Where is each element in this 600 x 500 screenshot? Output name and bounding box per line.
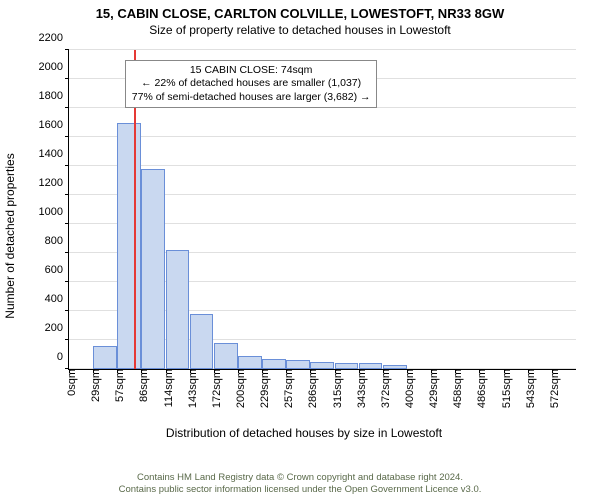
page-title: 15, CABIN CLOSE, CARLTON COLVILLE, LOWES… <box>0 0 600 21</box>
ytick-label: 600 <box>45 264 69 276</box>
xtick-label: 200sqm <box>229 369 247 408</box>
xtick-label: 0sqm <box>60 369 78 396</box>
page-subtitle: Size of property relative to detached ho… <box>0 21 600 37</box>
ytick-label: 0 <box>57 351 69 363</box>
ytick-mark <box>65 252 69 253</box>
ytick-label: 1000 <box>39 206 69 218</box>
xtick-label: 229sqm <box>253 369 271 408</box>
chart-area: Number of detached properties 0200400600… <box>24 46 584 426</box>
histogram-bar <box>166 250 190 369</box>
ytick-mark <box>65 339 69 340</box>
xtick-label: 343sqm <box>350 369 368 408</box>
ytick-label: 1800 <box>39 90 69 102</box>
footer-attribution: Contains HM Land Registry data © Crown c… <box>0 472 600 496</box>
xtick-label: 400sqm <box>398 369 416 408</box>
ytick-mark <box>65 165 69 166</box>
annotation-box: 15 CABIN CLOSE: 74sqm ← 22% of detached … <box>125 60 378 109</box>
ytick-mark <box>65 281 69 282</box>
xtick-label: 114sqm <box>157 369 175 407</box>
histogram-bar <box>190 314 214 369</box>
ytick-mark <box>65 107 69 108</box>
annotation-line-2: ← 22% of detached houses are smaller (1,… <box>132 77 371 91</box>
gridline-h <box>69 49 576 50</box>
ytick-mark <box>65 136 69 137</box>
ytick-label: 2000 <box>39 61 69 73</box>
histogram-bar <box>310 362 334 369</box>
ytick-mark <box>65 194 69 195</box>
xtick-label: 57sqm <box>108 369 126 402</box>
plot-region: 0200400600800100012001400160018002000220… <box>68 50 576 370</box>
ytick-label: 1200 <box>39 177 69 189</box>
xtick-label: 458sqm <box>446 369 464 408</box>
xtick-label: 286sqm <box>301 369 319 408</box>
ytick-mark <box>65 223 69 224</box>
ytick-mark <box>65 49 69 50</box>
footer-line-2: Contains public sector information licen… <box>0 484 600 496</box>
annotation-line-1: 15 CABIN CLOSE: 74sqm <box>132 64 371 78</box>
xtick-label: 372sqm <box>374 369 392 408</box>
gridline-h <box>69 165 576 166</box>
footer-line-1: Contains HM Land Registry data © Crown c… <box>0 472 600 484</box>
xtick-label: 29sqm <box>84 369 102 402</box>
histogram-bar <box>238 356 262 369</box>
histogram-bar <box>286 360 310 369</box>
histogram-bar <box>214 343 238 369</box>
ytick-mark <box>65 310 69 311</box>
xtick-label: 257sqm <box>277 369 295 408</box>
xtick-label: 315sqm <box>326 369 344 408</box>
ytick-mark <box>65 78 69 79</box>
ytick-label: 2200 <box>39 32 69 44</box>
histogram-bar <box>141 169 165 369</box>
xtick-label: 172sqm <box>205 369 223 408</box>
histogram-bar <box>117 123 141 370</box>
histogram-bar <box>262 359 286 369</box>
y-axis-label: Number of detached properties <box>3 153 17 318</box>
xtick-label: 515sqm <box>495 369 513 408</box>
xtick-label: 543sqm <box>519 369 537 408</box>
xtick-label: 572sqm <box>543 369 561 408</box>
ytick-label: 200 <box>45 322 69 334</box>
xtick-label: 143sqm <box>181 369 199 408</box>
ytick-label: 800 <box>45 235 69 247</box>
histogram-bar <box>93 346 117 369</box>
xtick-label: 486sqm <box>470 369 488 408</box>
ytick-label: 1400 <box>39 148 69 160</box>
ytick-label: 400 <box>45 293 69 305</box>
annotation-line-3: 77% of semi-detached houses are larger (… <box>132 91 371 105</box>
x-axis-label: Distribution of detached houses by size … <box>166 426 442 440</box>
xtick-label: 86sqm <box>132 369 150 402</box>
ytick-label: 1600 <box>39 119 69 131</box>
gridline-h <box>69 136 576 137</box>
xtick-label: 429sqm <box>422 369 440 408</box>
